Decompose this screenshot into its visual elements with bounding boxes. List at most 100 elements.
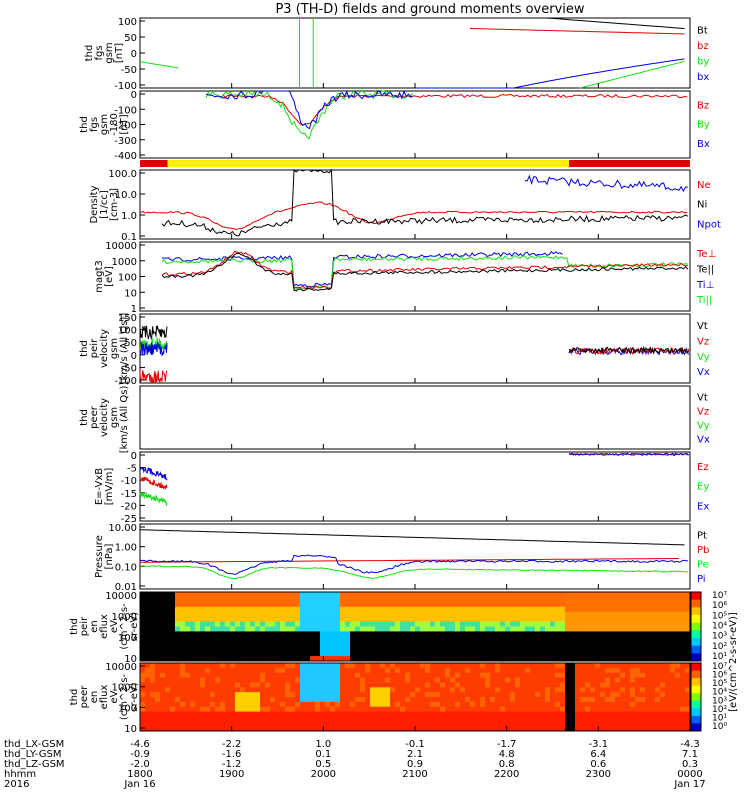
heatmap-cell bbox=[300, 646, 306, 652]
heatmap-cell bbox=[495, 626, 501, 632]
legend-entry: Vz bbox=[697, 406, 709, 417]
heatmap-cell bbox=[485, 611, 491, 618]
heatmap-cell bbox=[235, 641, 241, 647]
heatmap-cell bbox=[660, 701, 666, 708]
heatmap-cell bbox=[545, 701, 551, 708]
y-axis-label: en bbox=[89, 691, 100, 704]
heatmap-cell bbox=[385, 641, 391, 647]
heatmap-cell bbox=[405, 682, 411, 688]
heatmap-cell bbox=[470, 687, 476, 693]
heatmap-cell bbox=[170, 706, 176, 712]
heatmap-cell bbox=[435, 626, 441, 632]
heatmap-cell bbox=[535, 621, 541, 627]
heatmap-cell bbox=[285, 716, 291, 722]
heatmap-cell bbox=[520, 596, 526, 603]
heatmap-cell bbox=[440, 651, 446, 657]
heatmap-cell bbox=[215, 682, 221, 688]
heatmap-cell bbox=[490, 626, 496, 632]
heatmap-cell bbox=[555, 701, 561, 708]
heatmap-cell bbox=[245, 592, 251, 598]
heatmap-cell bbox=[205, 726, 211, 732]
heatmap-cell bbox=[505, 626, 511, 632]
heatmap-cell bbox=[370, 592, 376, 598]
heatmap-cell bbox=[555, 692, 561, 698]
heatmap-cell bbox=[580, 651, 586, 657]
panel-frame-density bbox=[139, 169, 691, 240]
heatmap-cell bbox=[290, 726, 296, 732]
heatmap-cell bbox=[255, 677, 261, 683]
heatmap-cell bbox=[250, 611, 256, 618]
heatmap-cell bbox=[195, 592, 201, 598]
heatmap-cell bbox=[450, 692, 456, 698]
heatmap-cell bbox=[680, 646, 686, 652]
x-row-value: 1900 bbox=[219, 769, 244, 780]
heatmap-cell bbox=[435, 621, 441, 627]
heatmap-cell bbox=[320, 616, 326, 622]
heatmap-cell bbox=[665, 621, 671, 627]
heatmap-cell bbox=[175, 711, 181, 717]
heatmap-cell bbox=[185, 631, 191, 637]
heatmap-cell bbox=[255, 701, 261, 708]
heatmap-cell bbox=[385, 601, 391, 608]
heatmap-cell bbox=[685, 677, 691, 683]
heatmap-cell bbox=[620, 716, 626, 722]
colorbar-tick: 10⁷ bbox=[712, 662, 727, 672]
heatmap-cell bbox=[475, 621, 481, 627]
heatmap-cell bbox=[680, 656, 686, 662]
heatmap-cell bbox=[595, 682, 601, 688]
heatmap-cell bbox=[330, 663, 336, 669]
heatmap-cell bbox=[260, 651, 266, 657]
heatmap-cell bbox=[435, 701, 441, 708]
y-tick-label: 1000 bbox=[112, 683, 137, 694]
heatmap-cell bbox=[435, 721, 441, 727]
heatmap-cell bbox=[200, 711, 206, 717]
heatmap-cell bbox=[240, 646, 246, 652]
heatmap-cell bbox=[335, 641, 341, 647]
heatmap-cell bbox=[580, 716, 586, 722]
heatmap-cell bbox=[515, 626, 521, 632]
heatmap-cell bbox=[200, 611, 206, 618]
heatmap-cell bbox=[550, 711, 556, 717]
heatmap-cell bbox=[645, 601, 651, 608]
heatmap-cell bbox=[270, 701, 276, 708]
heatmap-cell bbox=[320, 651, 326, 657]
heatmap-cell bbox=[635, 667, 641, 674]
heatmap-cell bbox=[600, 616, 606, 622]
heatmap-cell bbox=[440, 631, 446, 637]
heatmap-cell bbox=[530, 711, 536, 717]
heatmap-cell bbox=[305, 646, 311, 652]
heatmap-cell bbox=[175, 611, 181, 618]
heatmap-cell bbox=[435, 672, 441, 678]
heatmap-cell bbox=[450, 641, 456, 647]
heatmap-cell bbox=[345, 616, 351, 622]
heatmap-cell bbox=[330, 596, 336, 603]
heatmap-cell bbox=[655, 682, 661, 688]
heatmap-cell bbox=[160, 631, 166, 637]
heatmap-cell bbox=[615, 692, 621, 698]
heatmap-cell bbox=[225, 616, 231, 622]
heatmap-cell bbox=[670, 631, 676, 637]
heatmap-cell bbox=[190, 621, 196, 627]
heatmap-cell bbox=[310, 616, 316, 622]
heatmap-cell bbox=[410, 606, 416, 613]
heatmap-cell bbox=[600, 611, 606, 618]
heatmap-cell bbox=[360, 726, 366, 732]
heatmap-cell bbox=[200, 687, 206, 693]
heatmap-cell bbox=[190, 626, 196, 632]
heatmap-cell bbox=[355, 716, 361, 722]
heatmap-cell bbox=[170, 692, 176, 698]
heatmap-cell bbox=[385, 721, 391, 727]
heatmap-cell bbox=[540, 631, 546, 637]
heatmap-cell bbox=[200, 656, 206, 662]
heatmap-cell bbox=[390, 616, 396, 622]
heatmap-cell bbox=[240, 626, 246, 632]
heatmap-cell bbox=[225, 601, 231, 608]
heatmap-cell bbox=[530, 687, 536, 693]
heatmap-cell bbox=[405, 692, 411, 698]
heatmap-cell bbox=[515, 721, 521, 727]
heatmap-cell bbox=[405, 721, 411, 727]
heatmap-cell bbox=[625, 687, 631, 693]
heatmap-cell bbox=[305, 663, 311, 669]
heatmap-cell bbox=[635, 596, 641, 603]
heatmap-cell bbox=[295, 631, 301, 637]
